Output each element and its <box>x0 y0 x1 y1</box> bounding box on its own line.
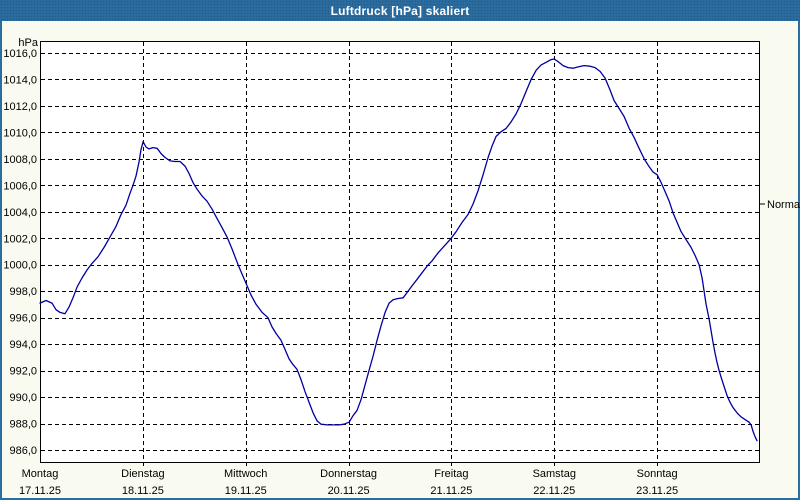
y-tick-label: 1004,0 <box>3 207 37 219</box>
y-tick-label: 1010,0 <box>3 127 37 139</box>
day-name-label: Samstag <box>533 468 576 480</box>
day-date-label: 17.11.25 <box>19 485 61 497</box>
y-tick-label: 1014,0 <box>3 74 37 86</box>
pressure-line <box>39 58 758 442</box>
y-tick-label: 1000,0 <box>3 260 37 272</box>
day-name-label: Mittwoch <box>224 468 267 480</box>
y-tick-label: 1012,0 <box>3 101 37 113</box>
day-date-label: 18.11.25 <box>122 485 164 497</box>
normal-marker-label: Normal <box>767 199 800 211</box>
y-tick-label: 1006,0 <box>3 180 37 192</box>
y-tick-label: 994,0 <box>9 339 37 351</box>
y-tick-label: 1016,0 <box>3 48 37 60</box>
day-name-label: Freitag <box>434 468 468 480</box>
title-bar[interactable]: Luftdruck [hPa] skaliert <box>0 0 800 21</box>
plot-border <box>40 41 760 463</box>
y-tick-label: 996,0 <box>9 313 37 325</box>
day-date-label: 20.11.25 <box>328 485 370 497</box>
y-tick-label: 990,0 <box>9 392 37 404</box>
day-name-label: Montag <box>22 468 59 480</box>
day-name-label: Donnerstag <box>320 468 377 480</box>
day-name-label: Dienstag <box>121 468 164 480</box>
day-date-label: 23.11.25 <box>636 485 678 497</box>
day-date-label: 22.11.25 <box>533 485 575 497</box>
plot-area <box>40 41 760 463</box>
day-date-label: 19.11.25 <box>225 485 267 497</box>
y-tick-label: 1002,0 <box>3 233 37 245</box>
y-axis-unit-label: hPa <box>18 37 38 49</box>
window-title: Luftdruck [hPa] skaliert <box>330 3 470 18</box>
day-date-label: 21.11.25 <box>430 485 472 497</box>
y-tick-label: 998,0 <box>9 286 37 298</box>
y-tick-label: 988,0 <box>9 419 37 431</box>
day-name-label: Sonntag <box>637 468 678 480</box>
y-tick-label: 1008,0 <box>3 154 37 166</box>
y-tick-label: 986,0 <box>9 445 37 457</box>
y-tick-label: 992,0 <box>9 366 37 378</box>
